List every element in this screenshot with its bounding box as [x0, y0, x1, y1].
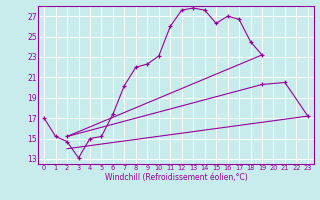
X-axis label: Windchill (Refroidissement éolien,°C): Windchill (Refroidissement éolien,°C)	[105, 173, 247, 182]
